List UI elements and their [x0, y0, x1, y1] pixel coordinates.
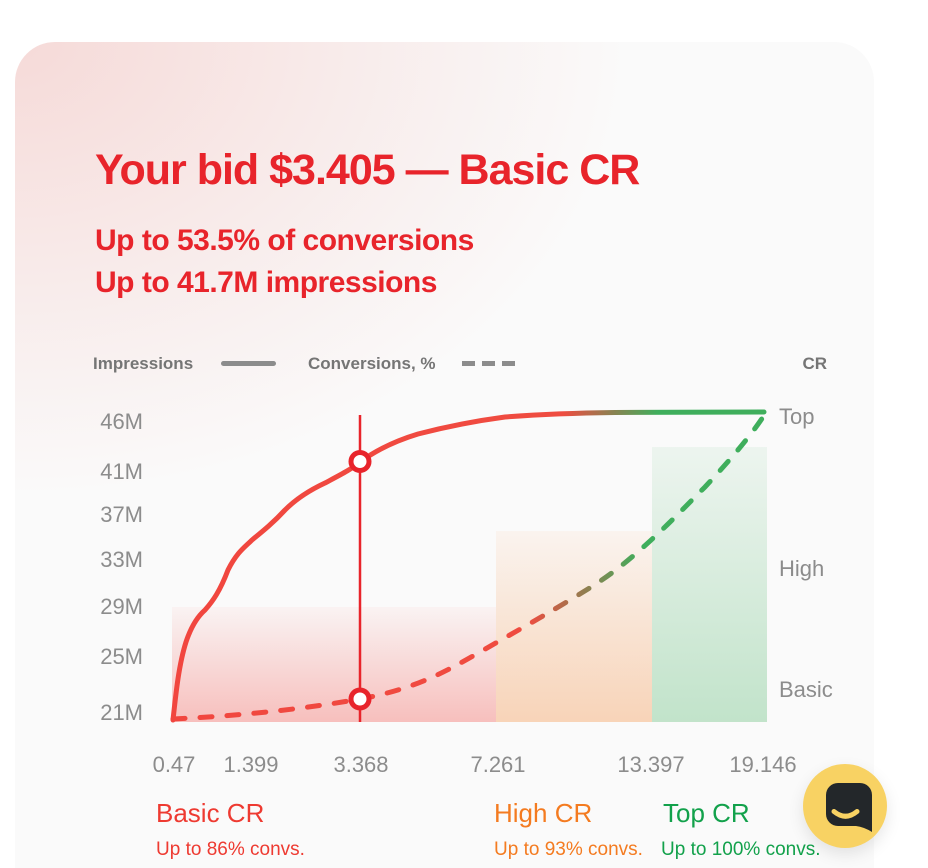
cr-level-label-basic: Basic: [779, 677, 833, 702]
x-axis-label-5: 13.397: [617, 752, 685, 777]
y-axis-label-41m: 41M: [100, 459, 143, 484]
x-axis-label-4: 7.261: [470, 752, 526, 777]
cr-level-label-top: Top: [779, 404, 815, 429]
bid-info-card: Your bid $3.405 — Basic CR Up to 53.5% o…: [15, 42, 874, 868]
x-axis-label-1: 0.47: [152, 752, 196, 777]
bid-marker-conversions-handle[interactable]: [348, 687, 372, 711]
conversions-curve: [170, 411, 767, 722]
zone-top-label: Top CR: [663, 798, 750, 828]
x-axis-label-2: 1.399: [223, 752, 279, 777]
impressions-curve: [170, 409, 767, 723]
conversions-summary-line: Up to 53.5% of conversions: [95, 224, 474, 257]
legend-cr-label: CR: [802, 354, 827, 373]
bid-marker-impressions-handle[interactable]: [348, 450, 372, 473]
y-axis-label-21m: 21M: [100, 700, 143, 725]
y-axis-label-33m: 33M: [100, 547, 143, 572]
x-axis-label-6: 19.146: [729, 752, 797, 777]
zone-high-detail: Up to 93% convs.: [494, 839, 643, 860]
impressions-summary-line: Up to 41.7M impressions: [95, 266, 437, 299]
cr-level-label-high: High: [779, 556, 825, 581]
bid-summary: Up to 53.5% of conversions Up to 41.7M i…: [95, 220, 474, 304]
legend-impressions-label: Impressions: [93, 354, 194, 373]
legend-conversions-label: Conversions, %: [308, 354, 436, 373]
zone-high-label: High CR: [494, 798, 593, 828]
legend-impressions-line-swatch: [221, 361, 276, 366]
zone-top-detail: Up to 100% convs.: [661, 839, 821, 860]
cr-bid-chart: [170, 409, 767, 723]
page-title: Your bid $3.405 — Basic CR: [95, 146, 640, 194]
chat-smile-icon: [826, 783, 872, 832]
chat-launcher-button[interactable]: [803, 764, 887, 848]
legend-conversions-line-swatch: [462, 361, 517, 366]
zone-basic-detail: Up to 86% convs.: [156, 839, 305, 860]
y-axis-label-29m: 29M: [100, 594, 143, 619]
zone-top-band: [652, 447, 767, 722]
zone-basic-label: Basic CR: [156, 798, 265, 828]
y-axis-label-25m: 25M: [100, 644, 143, 669]
y-axis-label-37m: 37M: [100, 502, 143, 527]
y-axis-label-46m: 46M: [100, 409, 143, 434]
x-axis-label-3: 3.368: [333, 752, 389, 777]
